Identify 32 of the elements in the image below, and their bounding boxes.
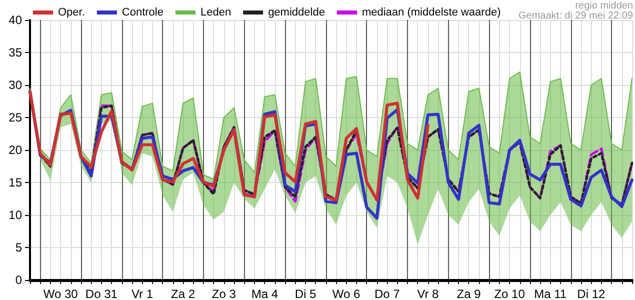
y-tick-label: 30 bbox=[8, 78, 22, 92]
x-tick-label: Wo 30 bbox=[43, 287, 78, 300]
legend-label: Controle bbox=[122, 6, 164, 18]
line-series bbox=[30, 72, 632, 180]
x-tick-label: Za 9 bbox=[456, 287, 482, 300]
x-tick-label: Vr 1 bbox=[131, 287, 154, 300]
y-tick-label: 40 bbox=[8, 13, 22, 27]
y-tick-label: 10 bbox=[8, 208, 22, 222]
text: regio midden bbox=[575, 0, 633, 12]
legend-label: gemiddelde bbox=[268, 6, 325, 18]
y-tick-label: 5 bbox=[15, 240, 22, 254]
x-tick-label: Do 7 bbox=[374, 287, 400, 300]
x-tick-label: Do 31 bbox=[85, 287, 118, 300]
line-series bbox=[28, 90, 430, 202]
x-tick-label: Ma 4 bbox=[251, 287, 278, 300]
x-tick-label: Wo 6 bbox=[332, 287, 361, 300]
legend-label: mediaan (middelste waarde) bbox=[362, 6, 501, 18]
x-tick-label: Di 12 bbox=[577, 287, 606, 300]
y-tick-label: 35 bbox=[8, 46, 22, 60]
y-tick-label: 0 bbox=[15, 273, 22, 287]
x-tick-label: Vr 8 bbox=[417, 287, 440, 300]
legend-label: Oper. bbox=[58, 6, 85, 18]
x-tick-label: Zo 3 bbox=[212, 287, 236, 300]
x-tick-label: Ma 11 bbox=[534, 287, 567, 300]
annotation: Gemaakt: di 29 mei 22:09 bbox=[518, 10, 634, 22]
legend-label: Leden bbox=[200, 6, 232, 18]
y-tick-label: 15 bbox=[8, 176, 22, 190]
y-tick-label: 20 bbox=[8, 143, 22, 157]
x-tick-label: Di 5 bbox=[294, 287, 316, 300]
x-tick-label: Za 2 bbox=[171, 287, 196, 300]
x-tick-label: Zo 10 bbox=[494, 287, 526, 300]
y-tick-label: 25 bbox=[8, 110, 22, 124]
